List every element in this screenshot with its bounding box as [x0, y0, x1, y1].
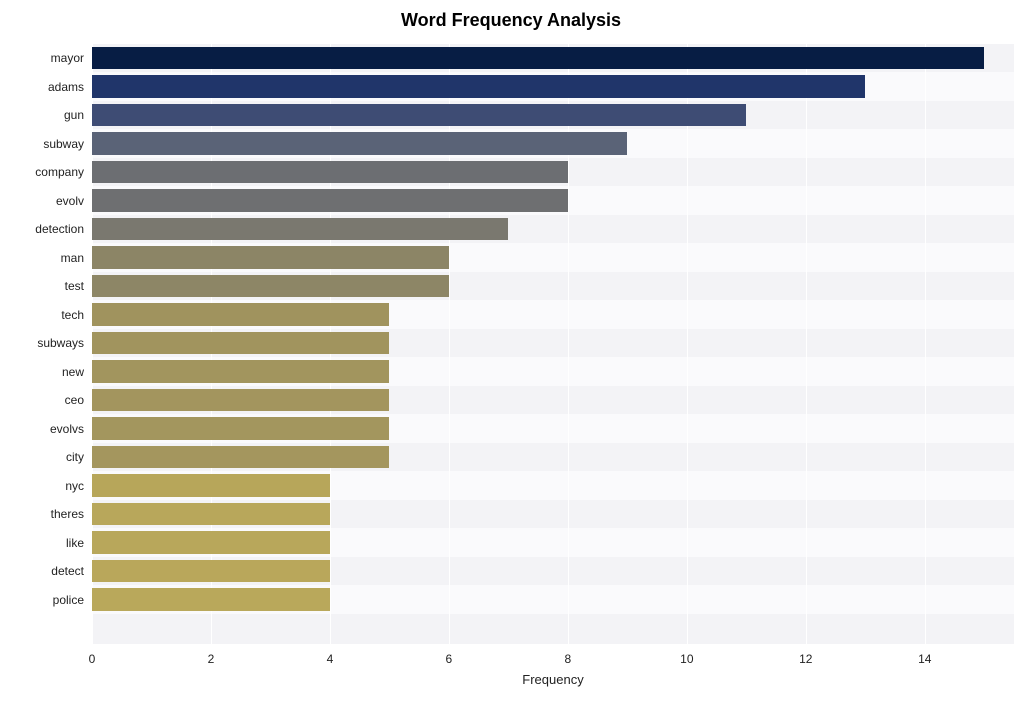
plot-area: [92, 44, 1014, 644]
y-tick-label: test: [4, 279, 84, 293]
y-tick-label: ceo: [4, 393, 84, 407]
bar: [92, 389, 389, 411]
chart-title: Word Frequency Analysis: [8, 10, 1014, 31]
x-axis-label: Frequency: [92, 672, 1014, 687]
y-tick-label: police: [4, 593, 84, 607]
x-tick-label: 12: [799, 652, 812, 666]
y-tick-label: evolv: [4, 194, 84, 208]
y-tick-label: subways: [4, 336, 84, 350]
x-tick-label: 4: [327, 652, 334, 666]
y-tick-label: subway: [4, 137, 84, 151]
bar: [92, 104, 746, 126]
bar: [92, 275, 449, 297]
y-tick-label: adams: [4, 80, 84, 94]
y-axis-labels: mayoradamsgunsubwaycompanyevolvdetection…: [8, 44, 88, 644]
bar: [92, 161, 568, 183]
bar: [92, 332, 389, 354]
bar: [92, 303, 389, 325]
bar: [92, 588, 330, 610]
bar: [92, 189, 568, 211]
x-tick-label: 8: [565, 652, 572, 666]
bar: [92, 218, 508, 240]
y-tick-label: theres: [4, 507, 84, 521]
bar: [92, 446, 389, 468]
x-tick-label: 10: [680, 652, 693, 666]
y-tick-label: evolvs: [4, 422, 84, 436]
bar: [92, 47, 984, 69]
bar: [92, 560, 330, 582]
bar: [92, 417, 389, 439]
bar: [92, 75, 865, 97]
y-tick-label: like: [4, 536, 84, 550]
bar: [92, 132, 627, 154]
bar: [92, 360, 389, 382]
word-frequency-chart: Word Frequency Analysis mayoradamsgunsub…: [8, 8, 1014, 693]
y-tick-label: man: [4, 251, 84, 265]
y-tick-label: gun: [4, 108, 84, 122]
x-tick-label: 14: [918, 652, 931, 666]
y-tick-label: mayor: [4, 51, 84, 65]
bar: [92, 246, 449, 268]
bar: [92, 503, 330, 525]
y-tick-label: company: [4, 165, 84, 179]
x-axis: Frequency 0 2 4 6 8 10 12 14: [92, 648, 1014, 688]
x-tick-label: 2: [208, 652, 215, 666]
bar: [92, 474, 330, 496]
y-tick-label: detection: [4, 222, 84, 236]
y-tick-label: tech: [4, 308, 84, 322]
x-tick-label: 6: [446, 652, 453, 666]
y-tick-label: nyc: [4, 479, 84, 493]
y-tick-label: new: [4, 365, 84, 379]
y-tick-label: city: [4, 450, 84, 464]
x-tick-label: 0: [89, 652, 96, 666]
bar: [92, 531, 330, 553]
y-tick-label: detect: [4, 564, 84, 578]
bars-layer: [92, 44, 1014, 644]
